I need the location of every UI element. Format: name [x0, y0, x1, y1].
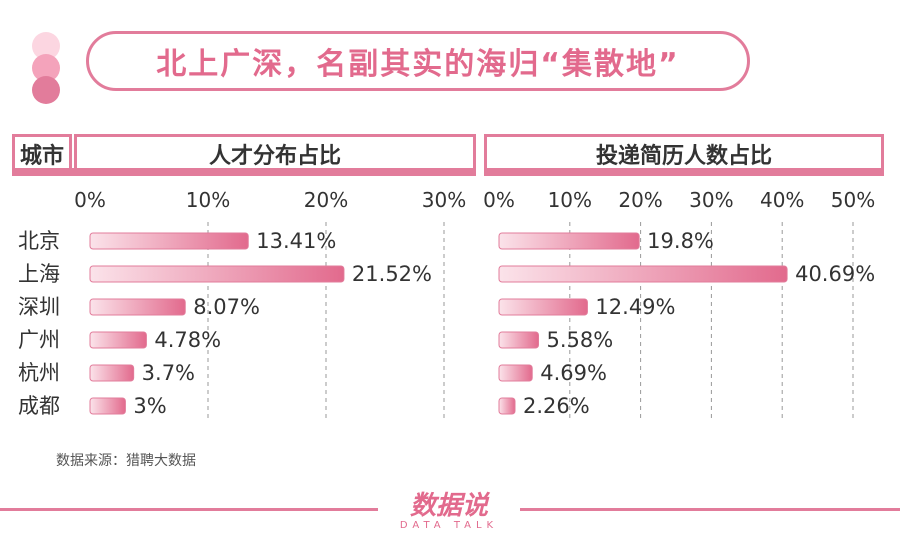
tick-label: 50%	[831, 188, 875, 212]
data-label: 40.69%	[795, 262, 875, 286]
bar	[89, 331, 147, 349]
footer-line-right	[520, 508, 900, 511]
tick-label: 30%	[689, 188, 733, 212]
bar	[498, 331, 540, 349]
bar	[498, 397, 516, 415]
bar	[498, 232, 640, 250]
category-label: 深圳	[18, 295, 60, 319]
bar	[89, 397, 126, 415]
tick-label: 10%	[186, 188, 230, 212]
header-underline-right	[484, 168, 884, 176]
right-chart-title: 投递简历人数占比	[595, 144, 772, 169]
bar	[498, 364, 533, 382]
page-title: 北上广深，名副其实的海归“集散地”	[156, 47, 680, 82]
left-chart: 0% 10% 20% 30% 13.41% 北京 21.52% 上海 8.07% 深圳 4.78% 广…	[18, 188, 466, 420]
tick-label: 20%	[304, 188, 348, 212]
left-chart-title: 人才分布占比	[208, 144, 341, 169]
tick-label: 0%	[74, 188, 106, 212]
data-label: 13.41%	[256, 229, 336, 253]
footer-line-left	[0, 508, 378, 511]
tick-label: 20%	[618, 188, 662, 212]
dot-3	[32, 76, 60, 104]
tick-label: 0%	[483, 188, 515, 212]
bar	[89, 232, 249, 250]
city-column-label: 城市	[19, 144, 64, 169]
right-chart: 0% 10% 20% 30% 40% 50% 19.8% 40.69% 12.49% 5.58% 4…	[483, 188, 875, 420]
data-label: 8.07%	[193, 295, 260, 319]
category-label: 广州	[18, 328, 60, 352]
title-banner: 北上广深，名副其实的海归“集散地”	[86, 31, 750, 91]
logo-main-text: 数据说	[409, 491, 488, 521]
category-label: 北京	[18, 229, 60, 253]
category-label: 杭州	[18, 361, 60, 385]
city-column-header: 城市	[12, 134, 72, 174]
data-label: 12.49%	[595, 295, 675, 319]
data-label: 5.58%	[547, 328, 614, 352]
category-label: 上海	[18, 262, 60, 286]
bar	[89, 298, 186, 316]
data-label: 3%	[133, 394, 166, 418]
data-talk-logo: 数据说 DATA TALK	[378, 488, 520, 536]
data-label: 21.52%	[352, 262, 432, 286]
category-label: 成都	[18, 394, 60, 418]
header-underline-left	[12, 168, 476, 176]
data-label: 4.69%	[540, 361, 607, 385]
bar	[89, 265, 345, 283]
logo-sub-text: DATA TALK	[399, 520, 499, 531]
tick-label: 10%	[548, 188, 592, 212]
bar	[498, 298, 588, 316]
bar	[498, 265, 788, 283]
tick-label: 30%	[422, 188, 466, 212]
data-label: 3.7%	[142, 361, 195, 385]
bar	[89, 364, 135, 382]
data-label: 2.26%	[523, 394, 590, 418]
tick-label: 40%	[760, 188, 804, 212]
data-label: 19.8%	[647, 229, 714, 253]
data-source: 数据来源：猎聘大数据	[56, 453, 196, 469]
data-label: 4.78%	[154, 328, 221, 352]
